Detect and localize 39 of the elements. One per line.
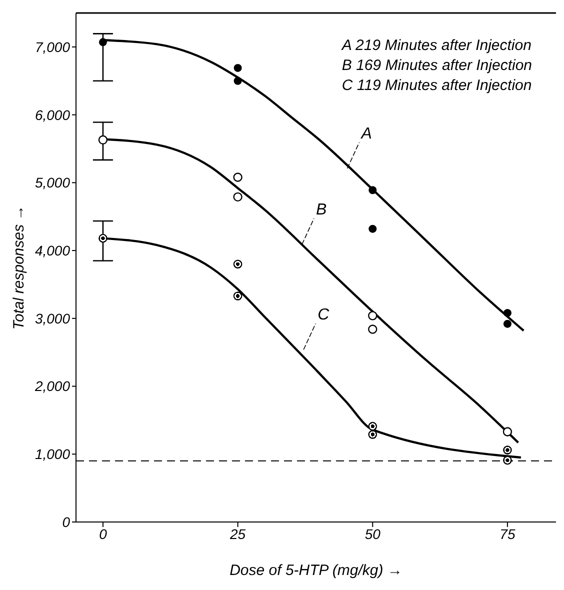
point xyxy=(234,64,242,72)
point xyxy=(368,430,378,439)
point xyxy=(503,446,512,454)
annotation: A 219 Minutes after Injection xyxy=(342,36,532,56)
point xyxy=(368,324,378,334)
annotation: B xyxy=(316,201,327,218)
point xyxy=(98,135,108,145)
y-tick-label: 5,000 xyxy=(34,174,70,191)
annotation: B 169 Minutes after Injection xyxy=(342,56,532,76)
point xyxy=(503,308,512,317)
point xyxy=(368,186,377,194)
x-tick-label: 25 xyxy=(229,526,246,542)
point xyxy=(233,172,242,182)
y-tick-label: 3,000 xyxy=(34,310,70,326)
y-tick-label: 0 xyxy=(62,514,70,530)
y-axis-title: Total responses → xyxy=(10,205,28,330)
x-axis-title: Dose of 5-HTP (mg/kg) → xyxy=(230,562,402,579)
point xyxy=(98,38,107,46)
annotation: A xyxy=(360,125,372,142)
y-tick-label: 6,000 xyxy=(34,106,70,123)
point xyxy=(233,292,242,300)
y-tick-label: 1,000 xyxy=(34,446,70,462)
point xyxy=(233,260,242,269)
y-tick-label: 2,000 xyxy=(34,378,70,394)
point xyxy=(502,427,512,436)
x-tick-label: 75 xyxy=(500,526,516,542)
point xyxy=(368,311,378,320)
y-tick-label: 4,000 xyxy=(34,242,70,259)
x-tick-label: 0 xyxy=(99,526,108,542)
point xyxy=(233,192,242,202)
annotation: C xyxy=(318,306,330,324)
x-tick-label: 50 xyxy=(364,526,381,542)
point xyxy=(368,422,378,431)
point xyxy=(234,76,242,85)
y-tick-label: 7,000 xyxy=(34,38,70,55)
point xyxy=(98,234,108,243)
point xyxy=(368,224,377,233)
annotation: C 119 Minutes after Injection xyxy=(342,76,532,96)
point xyxy=(503,320,512,328)
